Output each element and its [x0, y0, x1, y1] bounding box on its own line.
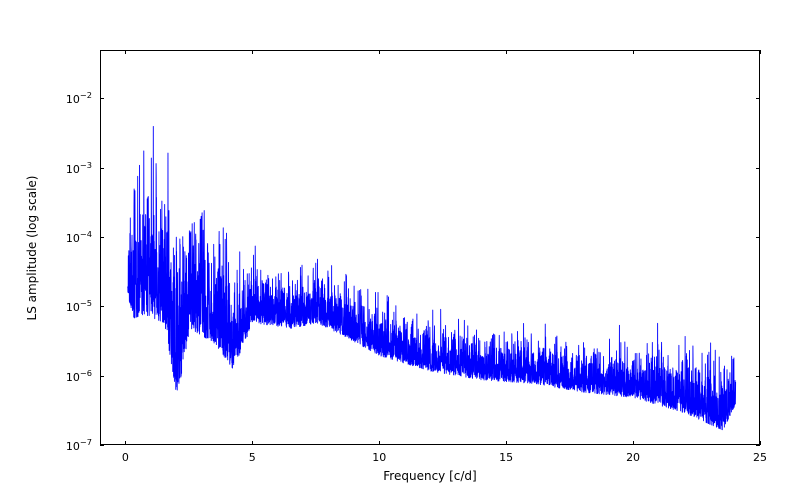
y-tick-label: 10−5 [66, 299, 92, 315]
y-tick-label: 10−2 [66, 91, 92, 107]
figure: Frequency [c/d] LS amplitude (log scale)… [0, 0, 800, 500]
x-tick-mark [633, 441, 634, 445]
plot-area [100, 50, 760, 445]
y-tick-mark [756, 376, 760, 377]
x-tick-mark [125, 441, 126, 445]
x-tick-label: 20 [626, 451, 640, 464]
y-tick-mark [756, 237, 760, 238]
y-tick-mark [100, 237, 104, 238]
y-tick-mark [100, 376, 104, 377]
y-tick-mark [756, 306, 760, 307]
y-tick-mark [100, 306, 104, 307]
x-tick-label: 25 [753, 451, 767, 464]
x-tick-mark [506, 441, 507, 445]
x-tick-mark [760, 50, 761, 54]
x-tick-label: 5 [249, 451, 256, 464]
x-tick-mark [506, 50, 507, 54]
x-tick-label: 15 [499, 451, 513, 464]
y-tick-label: 10−6 [66, 368, 92, 384]
y-tick-label: 10−4 [66, 229, 92, 245]
y-tick-mark [100, 168, 104, 169]
y-tick-label: 10−7 [66, 437, 92, 453]
x-tick-mark [760, 441, 761, 445]
y-tick-mark [100, 98, 104, 99]
x-axis-label: Frequency [c/d] [383, 469, 476, 483]
x-tick-mark [252, 50, 253, 54]
x-tick-mark [633, 50, 634, 54]
x-tick-label: 10 [372, 451, 386, 464]
y-tick-mark [756, 445, 760, 446]
x-tick-mark [379, 441, 380, 445]
y-tick-mark [756, 98, 760, 99]
y-tick-mark [100, 445, 104, 446]
x-tick-mark [252, 441, 253, 445]
periodogram-line [101, 51, 761, 446]
x-tick-label: 0 [122, 451, 129, 464]
y-tick-mark [756, 168, 760, 169]
y-axis-label: LS amplitude (log scale) [25, 175, 39, 320]
x-tick-mark [125, 50, 126, 54]
y-tick-label: 10−3 [66, 160, 92, 176]
x-tick-mark [379, 50, 380, 54]
